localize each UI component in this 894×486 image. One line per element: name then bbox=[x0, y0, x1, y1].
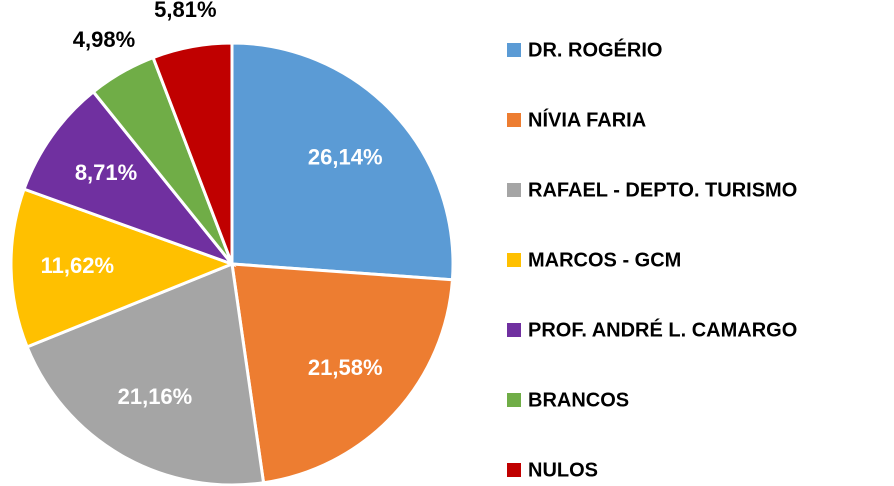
legend-label: BRANCOS bbox=[528, 389, 629, 411]
legend-label: RAFAEL - DEPTO. TURISMO bbox=[528, 179, 797, 201]
legend-label: DR. ROGÉRIO bbox=[528, 38, 662, 61]
pie-slice bbox=[230, 262, 455, 485]
data-label: 21,58% bbox=[308, 355, 383, 380]
legend-swatch bbox=[507, 463, 521, 477]
legend-swatch bbox=[507, 323, 521, 337]
data-label: 21,16% bbox=[118, 384, 193, 409]
pie-slice bbox=[25, 261, 266, 486]
data-label: 11,62% bbox=[41, 253, 114, 278]
pie-slice bbox=[9, 187, 237, 349]
data-label: 5,81% bbox=[154, 0, 216, 22]
legend-swatch bbox=[507, 113, 521, 127]
pie-slice bbox=[151, 41, 234, 265]
data-label: 8,71% bbox=[75, 160, 137, 185]
data-label: 4,98% bbox=[73, 27, 135, 52]
data-label: 26,14% bbox=[308, 144, 383, 169]
legend-label: PROF. ANDRÉ L. CAMARGO bbox=[528, 318, 797, 341]
legend-swatch bbox=[507, 43, 521, 57]
legend-label: MARCOS - GCM bbox=[528, 249, 681, 271]
legend-label: NÍVIA FARIA bbox=[528, 108, 646, 131]
pie-slice bbox=[22, 89, 237, 268]
legend-swatch bbox=[507, 253, 521, 267]
legend-label: NULOS bbox=[528, 459, 598, 481]
pie-slice bbox=[230, 41, 455, 282]
legend-swatch bbox=[507, 393, 521, 407]
legend-swatch bbox=[507, 183, 521, 197]
